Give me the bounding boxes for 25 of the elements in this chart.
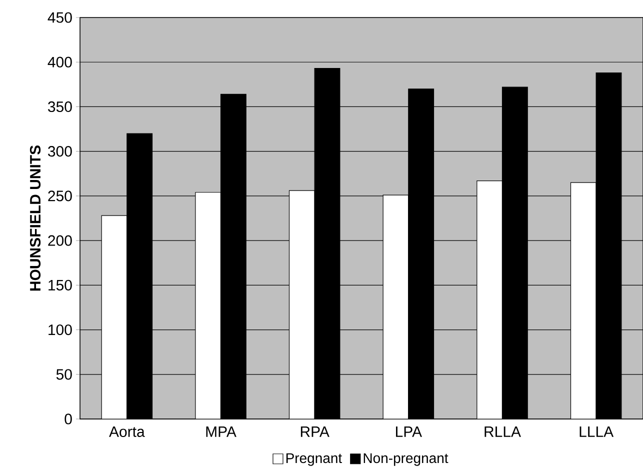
y-tick-label: 150 bbox=[48, 280, 72, 290]
y-tick-label: 350 bbox=[48, 101, 72, 112]
bar bbox=[195, 192, 222, 419]
bar bbox=[101, 215, 128, 419]
y-axis-title: HOUNSFIELD UNITS bbox=[30, 146, 41, 291]
x-tick-label: RLLA bbox=[484, 426, 521, 437]
y-tick-label: 50 bbox=[56, 369, 72, 380]
y-tick-label: 300 bbox=[48, 146, 72, 157]
y-tick-label: 250 bbox=[48, 190, 72, 202]
bar bbox=[476, 180, 503, 419]
x-tick-label: MPA bbox=[206, 426, 236, 437]
bar bbox=[382, 194, 409, 419]
bar bbox=[570, 182, 596, 419]
x-tick-label: RPA bbox=[300, 426, 330, 437]
legend-label: Non-pregnant bbox=[364, 453, 448, 466]
bar bbox=[288, 190, 315, 419]
x-tick-label: LLLA bbox=[580, 426, 614, 437]
legend-label: Pregnant bbox=[286, 453, 342, 466]
x-tick-label: LPA bbox=[396, 426, 422, 437]
y-tick-label: 400 bbox=[48, 56, 72, 68]
y-tick-label: 200 bbox=[48, 235, 72, 246]
x-tick-label: Aorta bbox=[109, 426, 145, 437]
y-tick-label: 100 bbox=[48, 324, 72, 336]
y-tick-label: 450 bbox=[48, 12, 72, 23]
y-tick-label: 0 bbox=[64, 414, 72, 424]
